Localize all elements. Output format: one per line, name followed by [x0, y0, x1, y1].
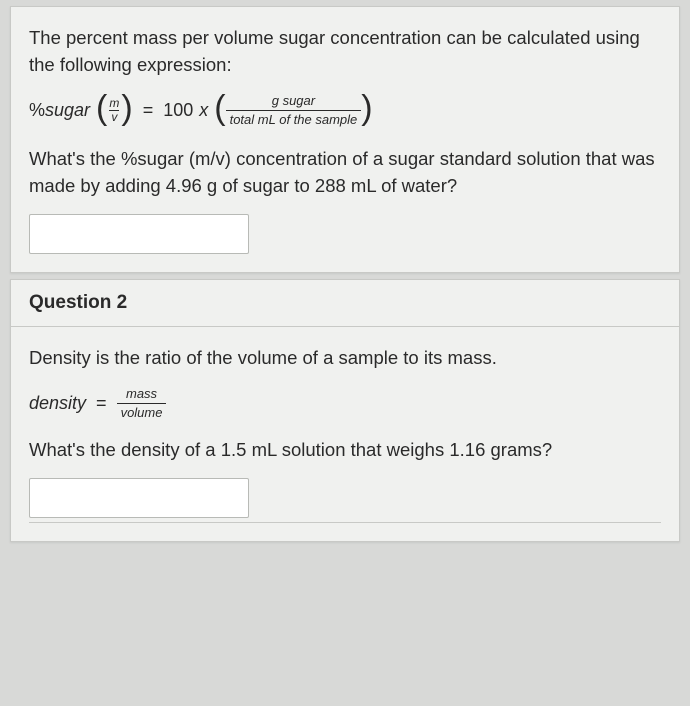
q2-eq: = — [96, 393, 107, 414]
q1-lhs: %sugar — [29, 100, 90, 121]
q1-question-text: What's the %sugar (m/v) concentration of… — [29, 146, 661, 200]
q1-mv-num: m — [107, 97, 121, 110]
q2-fraction: mass volume — [117, 386, 167, 422]
q1-answer-input[interactable] — [29, 214, 249, 254]
q1-percent-symbol: % — [29, 100, 45, 120]
q2-question-text: What's the density of a 1.5 mL solution … — [29, 437, 661, 464]
q1-rhs-fraction: g sugar total mL of the sample — [226, 93, 362, 129]
question-1-body: The percent mass per volume sugar concen… — [11, 7, 679, 272]
q1-mv-den: v — [109, 110, 119, 124]
q2-num: mass — [122, 386, 161, 403]
q2-intro-text: Density is the ratio of the volume of a … — [29, 345, 661, 372]
q1-times: x — [199, 100, 208, 121]
q1-rhs-den: total mL of the sample — [226, 110, 362, 128]
q2-den: volume — [117, 403, 167, 421]
lparen-big: ( — [214, 95, 225, 122]
q1-rhs-num: g sugar — [268, 93, 319, 110]
rparen-big: ) — [361, 95, 372, 122]
q2-answer-input[interactable] — [29, 478, 249, 518]
q2-formula: density = mass volume — [29, 386, 661, 422]
question-2-body: Density is the ratio of the volume of a … — [11, 327, 679, 541]
q1-hundred: 100 — [163, 100, 193, 121]
q1-intro-text: The percent mass per volume sugar concen… — [29, 25, 661, 79]
q1-eq: = — [143, 100, 154, 121]
rparen-small: ) — [121, 95, 132, 122]
lparen-small: ( — [96, 95, 107, 122]
q2-divider — [29, 522, 661, 523]
question-2-card: Question 2 Density is the ratio of the v… — [10, 279, 680, 542]
question-1-card: The percent mass per volume sugar concen… — [10, 6, 680, 273]
q1-mv-fraction: m v — [107, 97, 121, 124]
q1-formula: %sugar ( m v ) = 100 x ( g sugar total m… — [29, 93, 661, 129]
question-2-header: Question 2 — [11, 280, 679, 327]
q2-lhs: density — [29, 393, 86, 414]
question-2-title: Question 2 — [29, 292, 127, 313]
q1-lhs-word: sugar — [45, 100, 90, 120]
